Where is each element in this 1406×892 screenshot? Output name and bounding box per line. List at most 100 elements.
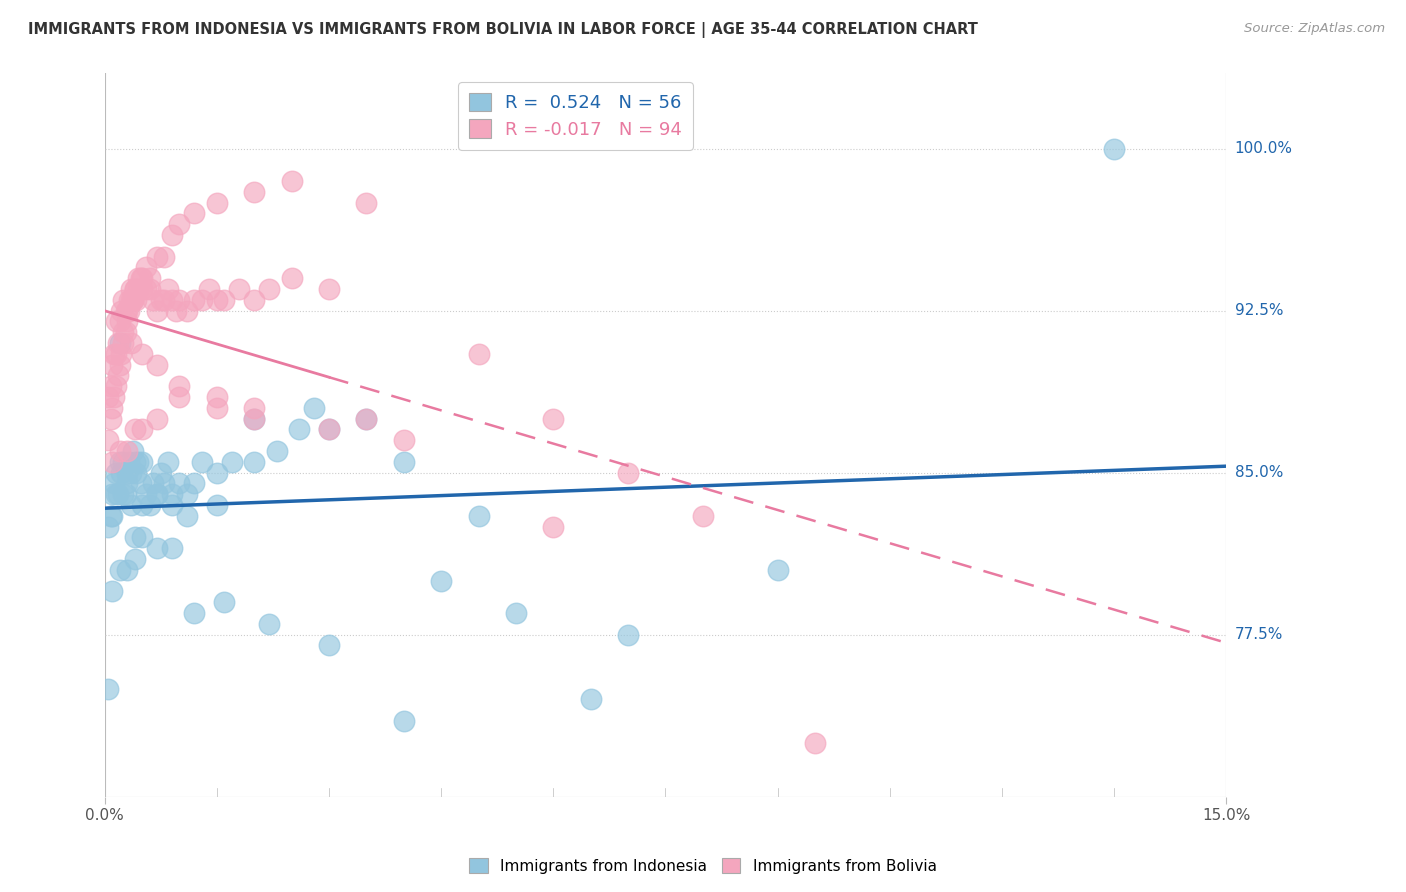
Point (543, 411, 565, 425)
Point (1102, 142, 1125, 156)
Point (135, 260, 157, 275)
Point (169, 390, 191, 404)
Point (280, 174, 302, 188)
Text: 100.0%: 100.0% (1234, 141, 1292, 156)
Point (115, 466, 138, 480)
Point (142, 476, 165, 491)
Point (131, 347, 153, 361)
Point (122, 444, 145, 458)
Point (114, 325, 136, 339)
Point (191, 455, 214, 469)
Point (505, 606, 527, 620)
Point (127, 455, 149, 469)
Point (97, 390, 120, 404)
Point (160, 487, 183, 501)
Point (114, 487, 136, 501)
Point (146, 358, 169, 372)
Point (97, 434, 120, 448)
Point (288, 422, 311, 436)
Point (124, 531, 146, 545)
Point (112, 325, 135, 339)
Point (115, 444, 138, 458)
Point (191, 293, 214, 307)
Legend: Immigrants from Indonesia, Immigrants from Bolivia: Immigrants from Indonesia, Immigrants fr… (463, 852, 943, 880)
Point (131, 498, 153, 512)
Point (392, 714, 415, 728)
Point (176, 303, 198, 318)
Point (160, 293, 183, 307)
Point (100, 379, 122, 393)
Point (131, 455, 153, 469)
Point (127, 282, 149, 296)
Point (205, 390, 228, 404)
Point (97, 519, 120, 533)
Point (131, 531, 153, 545)
Point (108, 455, 131, 469)
Point (110, 303, 132, 318)
Point (692, 508, 714, 523)
Point (112, 487, 135, 501)
Point (124, 422, 146, 436)
Point (117, 455, 139, 469)
Point (115, 303, 138, 318)
Point (124, 455, 146, 469)
Point (257, 616, 280, 631)
Point (149, 466, 172, 480)
Point (97, 681, 120, 696)
Point (101, 358, 124, 372)
Point (392, 434, 415, 448)
Point (543, 519, 565, 533)
Point (112, 293, 135, 307)
Point (101, 487, 124, 501)
Point (617, 627, 640, 641)
Point (110, 347, 132, 361)
Point (149, 293, 172, 307)
Point (243, 411, 266, 425)
Point (124, 282, 146, 296)
Point (160, 498, 183, 512)
Point (169, 293, 191, 307)
Point (129, 476, 152, 491)
Point (617, 466, 640, 480)
Text: Source: ZipAtlas.com: Source: ZipAtlas.com (1244, 22, 1385, 36)
Point (243, 411, 266, 425)
Point (146, 541, 169, 556)
Point (107, 368, 129, 383)
Point (108, 358, 131, 372)
Point (120, 293, 142, 307)
Point (169, 379, 191, 393)
Point (157, 455, 180, 469)
Point (176, 508, 198, 523)
Point (103, 476, 125, 491)
Point (146, 487, 169, 501)
Point (169, 217, 191, 231)
Legend: R =  0.524   N = 56, R = -0.017   N = 94: R = 0.524 N = 56, R = -0.017 N = 94 (458, 82, 693, 150)
Point (198, 282, 221, 296)
Point (318, 422, 340, 436)
Point (165, 303, 187, 318)
Point (108, 336, 131, 351)
Point (100, 411, 122, 425)
Point (579, 692, 602, 706)
Point (183, 476, 205, 491)
Point (430, 574, 453, 588)
Point (257, 282, 280, 296)
Point (120, 282, 142, 296)
Point (120, 498, 142, 512)
Point (804, 736, 827, 750)
Point (302, 401, 325, 415)
Point (108, 563, 131, 577)
Point (103, 347, 125, 361)
Point (138, 271, 160, 285)
Point (243, 401, 266, 415)
Point (356, 411, 378, 425)
Point (122, 293, 145, 307)
Point (108, 444, 131, 458)
Point (356, 195, 378, 210)
Point (153, 476, 176, 491)
Point (318, 639, 340, 653)
Point (108, 314, 131, 328)
Point (115, 476, 138, 491)
Text: 85.0%: 85.0% (1234, 465, 1282, 480)
Point (176, 487, 198, 501)
